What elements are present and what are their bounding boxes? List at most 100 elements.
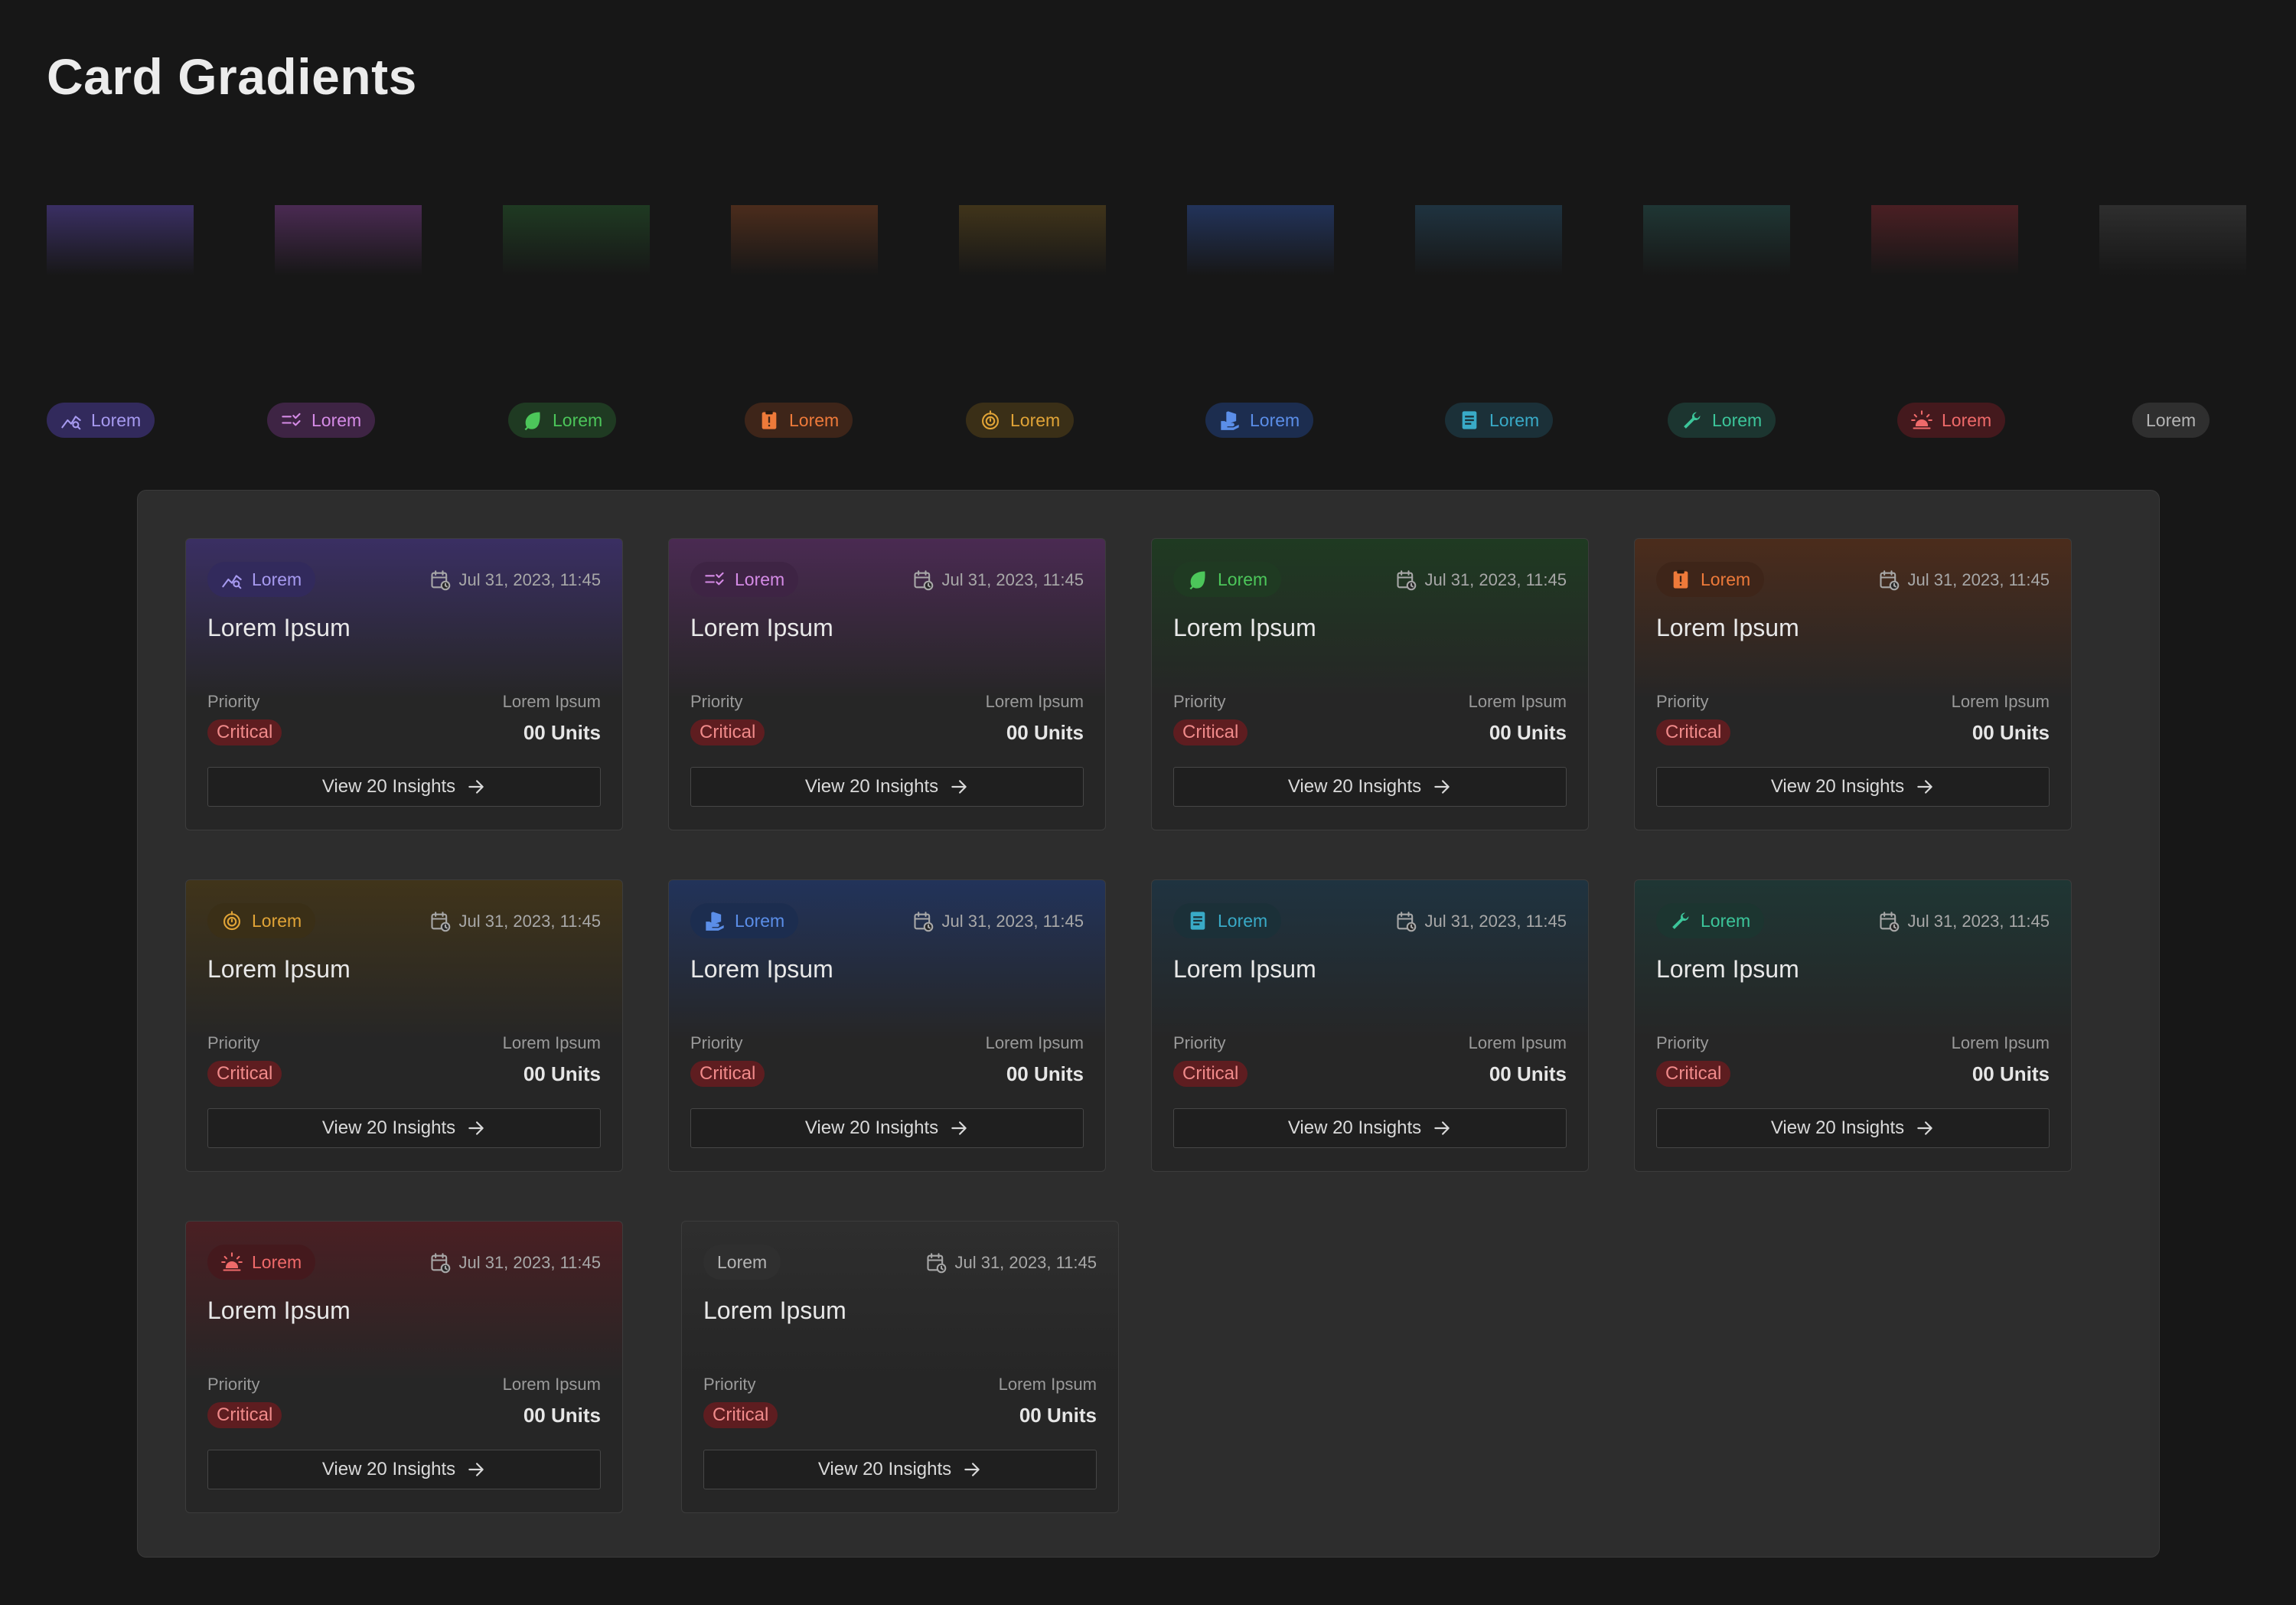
insight-card: Lorem Jul 31, 2023, 11:45 Lorem Ipsum Prior…	[668, 538, 1106, 830]
card-tag-label: Lorem	[252, 569, 302, 589]
units-value: 00 Units	[1489, 1062, 1567, 1085]
tag-label: Lorem	[1489, 409, 1540, 430]
card-tag: Lorem	[1656, 562, 1765, 597]
tag-row: Lorem Lorem Lorem Lorem Lorem Lorem Lorem Lorem…	[47, 403, 2251, 438]
card-date-text: Jul 31, 2023, 11:45	[1907, 570, 2050, 589]
trend-chart-icon	[60, 409, 82, 431]
units-value: 00 Units	[523, 1062, 601, 1085]
gradient-swatch-green	[503, 205, 650, 276]
view-insights-button[interactable]: View 20 Insights	[1656, 767, 2050, 807]
arrow-right-icon	[466, 777, 486, 797]
view-insights-label: View 20 Insights	[1287, 776, 1422, 797]
card-date-text: Jul 31, 2023, 11:45	[941, 570, 1084, 589]
tag-chip: Lorem	[267, 403, 376, 438]
timer-icon	[221, 910, 243, 931]
card-date: Jul 31, 2023, 11:45	[429, 569, 601, 591]
card-date: Jul 31, 2023, 11:45	[1395, 569, 1567, 591]
card-date-text: Jul 31, 2023, 11:45	[941, 912, 1084, 931]
card-date: Jul 31, 2023, 11:45	[429, 911, 601, 932]
units-label: Lorem Ipsum	[502, 692, 601, 711]
units-value: 00 Units	[523, 721, 601, 744]
card-tag: Lorem	[1173, 562, 1282, 597]
calendar-clock-icon	[912, 569, 934, 591]
card-date: Jul 31, 2023, 11:45	[925, 1252, 1097, 1274]
insight-card: Lorem Jul 31, 2023, 11:45 Lorem Ipsum Prior…	[1151, 879, 1589, 1172]
view-insights-label: View 20 Insights	[804, 776, 939, 797]
insight-card: Lorem Jul 31, 2023, 11:45 Lorem Ipsum Prior…	[185, 1221, 623, 1513]
alert-clipboard-icon	[758, 409, 780, 431]
tag-label: Lorem	[553, 409, 603, 430]
priority-label: Priority	[690, 692, 743, 711]
view-insights-button[interactable]: View 20 Insights	[1173, 767, 1567, 807]
card-date: Jul 31, 2023, 11:45	[912, 911, 1084, 932]
gradient-swatch-row	[47, 205, 2251, 276]
priority-badge: Critical	[1656, 719, 1731, 745]
view-insights-button[interactable]: View 20 Insights	[690, 767, 1084, 807]
tag-label: Lorem	[789, 409, 840, 430]
view-insights-button[interactable]: View 20 Insights	[207, 1108, 601, 1148]
card-date: Jul 31, 2023, 11:45	[1878, 911, 2050, 932]
view-insights-button[interactable]: View 20 Insights	[1173, 1108, 1567, 1148]
view-insights-label: View 20 Insights	[1770, 1117, 1905, 1138]
wrench-icon	[1670, 910, 1691, 931]
card-tag-label: Lorem	[1218, 910, 1268, 931]
tag-chip: Lorem	[966, 403, 1075, 438]
units-value: 00 Units	[1489, 721, 1567, 744]
priority-badge: Critical	[690, 1061, 765, 1087]
view-insights-button[interactable]: View 20 Insights	[703, 1450, 1097, 1489]
gradient-swatch-amber	[959, 205, 1106, 276]
tag-chip: Lorem	[745, 403, 853, 438]
arrow-right-icon	[1915, 1118, 1935, 1138]
insight-card: Lorem Jul 31, 2023, 11:45 Lorem Ipsum Prior…	[668, 879, 1106, 1172]
view-insights-label: View 20 Insights	[1770, 776, 1905, 797]
tag-label: Lorem	[1712, 409, 1763, 430]
view-insights-button[interactable]: View 20 Insights	[1656, 1108, 2050, 1148]
priority-badge: Critical	[703, 1402, 778, 1428]
calendar-clock-icon	[1878, 911, 1900, 932]
card-date: Jul 31, 2023, 11:45	[1395, 911, 1567, 932]
priority-label: Priority	[1656, 692, 1709, 711]
hand-box-icon	[704, 910, 726, 931]
priority-label: Priority	[690, 1033, 743, 1052]
view-insights-label: View 20 Insights	[1287, 1117, 1422, 1138]
view-insights-button[interactable]: View 20 Insights	[207, 1450, 601, 1489]
view-insights-button[interactable]: View 20 Insights	[690, 1108, 1084, 1148]
checklist-icon	[281, 409, 302, 431]
priority-badge: Critical	[1173, 719, 1248, 745]
units-label: Lorem Ipsum	[1951, 692, 2050, 711]
priority-badge: Critical	[207, 1061, 282, 1087]
siren-icon	[221, 1251, 243, 1273]
card-title: Lorem Ipsum	[703, 1297, 846, 1324]
card-title: Lorem Ipsum	[690, 614, 833, 641]
units-value: 00 Units	[1006, 1062, 1084, 1085]
insight-card: Lorem Jul 31, 2023, 11:45 Lorem Ipsum Prior…	[1634, 879, 2072, 1172]
gradient-swatch-red	[1871, 205, 2018, 276]
alert-clipboard-icon	[1670, 569, 1691, 590]
insight-card: Lorem Jul 31, 2023, 11:45 Lorem Ipsum Prior…	[1151, 538, 1589, 830]
card-date-text: Jul 31, 2023, 11:45	[1424, 912, 1567, 931]
card-tag: Lorem	[703, 1245, 781, 1280]
tag-chip: Lorem	[1668, 403, 1776, 438]
hand-box-icon	[1219, 409, 1241, 431]
card-tag-label: Lorem	[735, 569, 785, 589]
arrow-right-icon	[1432, 1118, 1452, 1138]
card-title: Lorem Ipsum	[1173, 614, 1316, 641]
tag-label: Lorem	[91, 409, 142, 430]
card-tag-label: Lorem	[735, 910, 785, 931]
units-label: Lorem Ipsum	[502, 1375, 601, 1394]
card-tag: Lorem	[690, 903, 799, 938]
units-value: 00 Units	[1019, 1404, 1097, 1427]
view-insights-button[interactable]: View 20 Insights	[207, 767, 601, 807]
units-value: 00 Units	[1971, 1062, 2050, 1085]
document-icon	[1187, 910, 1208, 931]
card-tag: Lorem	[1173, 903, 1282, 938]
view-insights-label: View 20 Insights	[321, 1117, 456, 1138]
priority-label: Priority	[703, 1375, 756, 1394]
arrow-right-icon	[466, 1118, 486, 1138]
card-tag: Lorem	[207, 903, 316, 938]
units-label: Lorem Ipsum	[502, 1033, 601, 1052]
arrow-right-icon	[1432, 777, 1452, 797]
gradient-swatch-magenta	[275, 205, 422, 276]
calendar-clock-icon	[1395, 911, 1417, 932]
priority-label: Priority	[1173, 1033, 1226, 1052]
